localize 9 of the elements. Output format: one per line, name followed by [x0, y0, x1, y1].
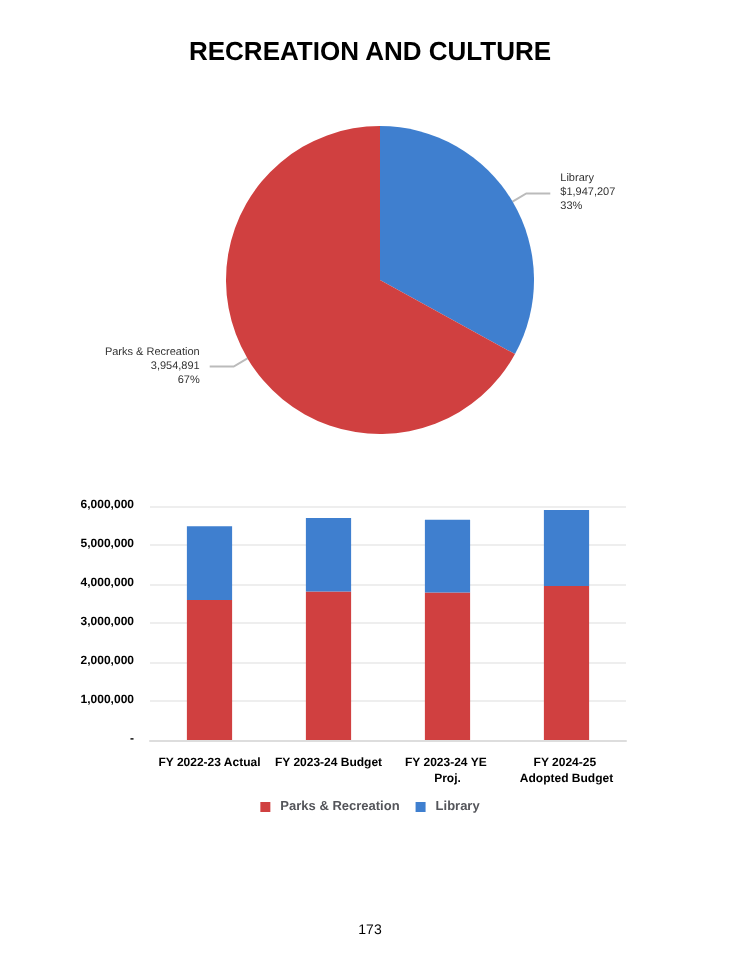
bar [543, 509, 590, 586]
bar [305, 591, 352, 740]
bar [305, 518, 352, 592]
bar [424, 519, 471, 593]
chart-title: RECREATION AND CULTURE [188, 36, 552, 66]
bar [186, 526, 233, 600]
bar [186, 599, 233, 740]
bar [424, 592, 471, 740]
bar [543, 585, 590, 740]
